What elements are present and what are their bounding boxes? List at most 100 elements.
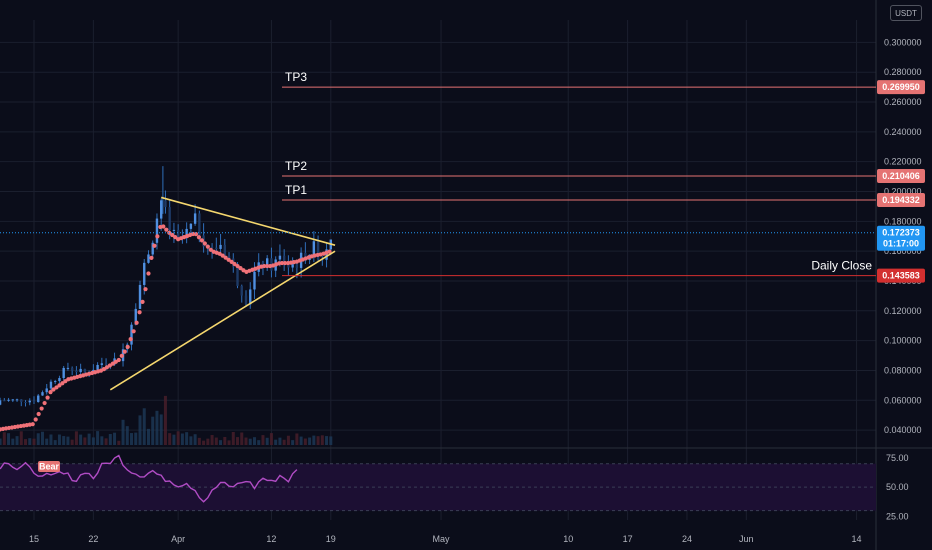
ma-point xyxy=(232,261,237,267)
time-tick-label: 24 xyxy=(682,534,692,544)
volume-bar xyxy=(248,438,252,445)
candle-body xyxy=(58,378,61,382)
time-tick-label: 17 xyxy=(623,534,633,544)
time-tick-label: May xyxy=(433,534,451,544)
volume-bar xyxy=(176,431,180,445)
volume-bar xyxy=(125,426,129,445)
candle-body xyxy=(54,381,57,383)
candle-body xyxy=(104,363,108,365)
volume-bar xyxy=(100,436,104,445)
volume-bar xyxy=(57,434,61,445)
price-tick-label: 0.260000 xyxy=(884,97,922,107)
ma-point xyxy=(202,241,207,246)
volume-bar xyxy=(159,414,163,445)
volume-bar xyxy=(70,439,74,445)
price-tick-label: 0.300000 xyxy=(884,37,922,47)
candle-body xyxy=(32,400,36,403)
candle-body xyxy=(278,255,282,260)
volume-bar xyxy=(121,419,125,445)
level-label-0: TP3 xyxy=(285,70,307,84)
volume-bar xyxy=(320,435,324,445)
volume-bar xyxy=(202,440,206,445)
candle-body xyxy=(138,284,142,309)
volume-bar xyxy=(214,437,218,445)
candle-body xyxy=(37,395,40,403)
time-tick-label: 22 xyxy=(88,534,98,544)
candle-body xyxy=(15,399,19,401)
ma-point xyxy=(116,357,121,363)
rsi-badge-text: Bear xyxy=(39,462,60,472)
volume-bar xyxy=(325,436,329,445)
ma-point xyxy=(57,383,62,388)
rsi-pane: Bear 25.00 50.00 75.00 xyxy=(0,453,909,521)
ma-point xyxy=(131,329,136,334)
ma-point xyxy=(149,255,154,260)
price-tags: 0.269950 0.210406 0.194332 0.143583 0.172373… xyxy=(877,80,925,283)
price-tick-label: 0.280000 xyxy=(884,67,922,77)
candle-body xyxy=(130,324,133,345)
volume-bar xyxy=(0,438,2,445)
price-tick-label: 0.120000 xyxy=(884,306,922,316)
ma-point xyxy=(161,224,166,229)
level-label-3: Daily Close xyxy=(811,259,872,273)
volume-bar xyxy=(312,435,316,445)
current-price-text: 0.172373 xyxy=(882,228,920,238)
candle-body xyxy=(198,213,201,236)
volume-bar xyxy=(252,437,256,445)
candle-body xyxy=(49,381,53,389)
volume-bar xyxy=(45,438,49,445)
rsi-line xyxy=(0,454,298,503)
candle-body xyxy=(282,255,286,265)
ma-point xyxy=(265,263,270,269)
price-tick-label: 0.040000 xyxy=(884,425,922,435)
volume-bar xyxy=(227,440,231,445)
rsi-tick-label: 25.00 xyxy=(886,511,909,521)
triangle-upper-line xyxy=(160,196,336,246)
candle-body xyxy=(185,228,188,238)
volume-bars xyxy=(0,395,333,445)
target-levels: TP3 TP2 TP1 Daily Close xyxy=(0,70,876,277)
candle-body xyxy=(0,400,2,405)
time-axis: 15 22 Apr 12 19 May 10 17 24 Jun 14 xyxy=(29,534,862,544)
volume-bar xyxy=(28,438,32,445)
currency-badge[interactable]: USDT xyxy=(890,5,922,21)
ma-point xyxy=(30,422,35,427)
candle-body xyxy=(189,223,193,229)
ma-point xyxy=(238,266,243,271)
ma-point xyxy=(208,247,213,252)
volume-bar xyxy=(274,439,278,445)
volume-bar xyxy=(329,436,333,445)
volume-bar xyxy=(299,436,303,445)
ma-point xyxy=(143,287,148,292)
volume-bar xyxy=(180,433,184,445)
volume-bar xyxy=(32,438,36,445)
candle-body xyxy=(164,200,167,208)
triangle-lower-line xyxy=(109,250,336,391)
candle-body xyxy=(28,400,31,403)
ma-point xyxy=(199,238,205,243)
candle-body xyxy=(20,399,23,403)
candle-body xyxy=(83,368,87,374)
ma-point xyxy=(48,389,53,395)
candle-body xyxy=(193,213,197,224)
price-tick-label: 0.240000 xyxy=(884,127,922,137)
price-tick-label: 0.080000 xyxy=(884,365,922,375)
volume-bar xyxy=(134,432,138,445)
candle-body xyxy=(100,363,104,365)
ma-point xyxy=(42,400,47,406)
current-price-tag xyxy=(877,225,925,251)
time-tick-label: 15 xyxy=(29,534,39,544)
candle-body xyxy=(79,368,82,373)
level-tag-2 xyxy=(877,192,925,207)
volume-bar xyxy=(163,395,167,445)
volume-bar xyxy=(223,436,227,445)
time-tick-label: 19 xyxy=(326,534,336,544)
volume-bar xyxy=(206,438,210,445)
volume-bar xyxy=(197,437,201,445)
volume-bar xyxy=(96,431,100,445)
volume-bar xyxy=(79,434,83,445)
moving-average xyxy=(0,224,332,432)
rsi-tick-label: 75.00 xyxy=(886,453,909,463)
